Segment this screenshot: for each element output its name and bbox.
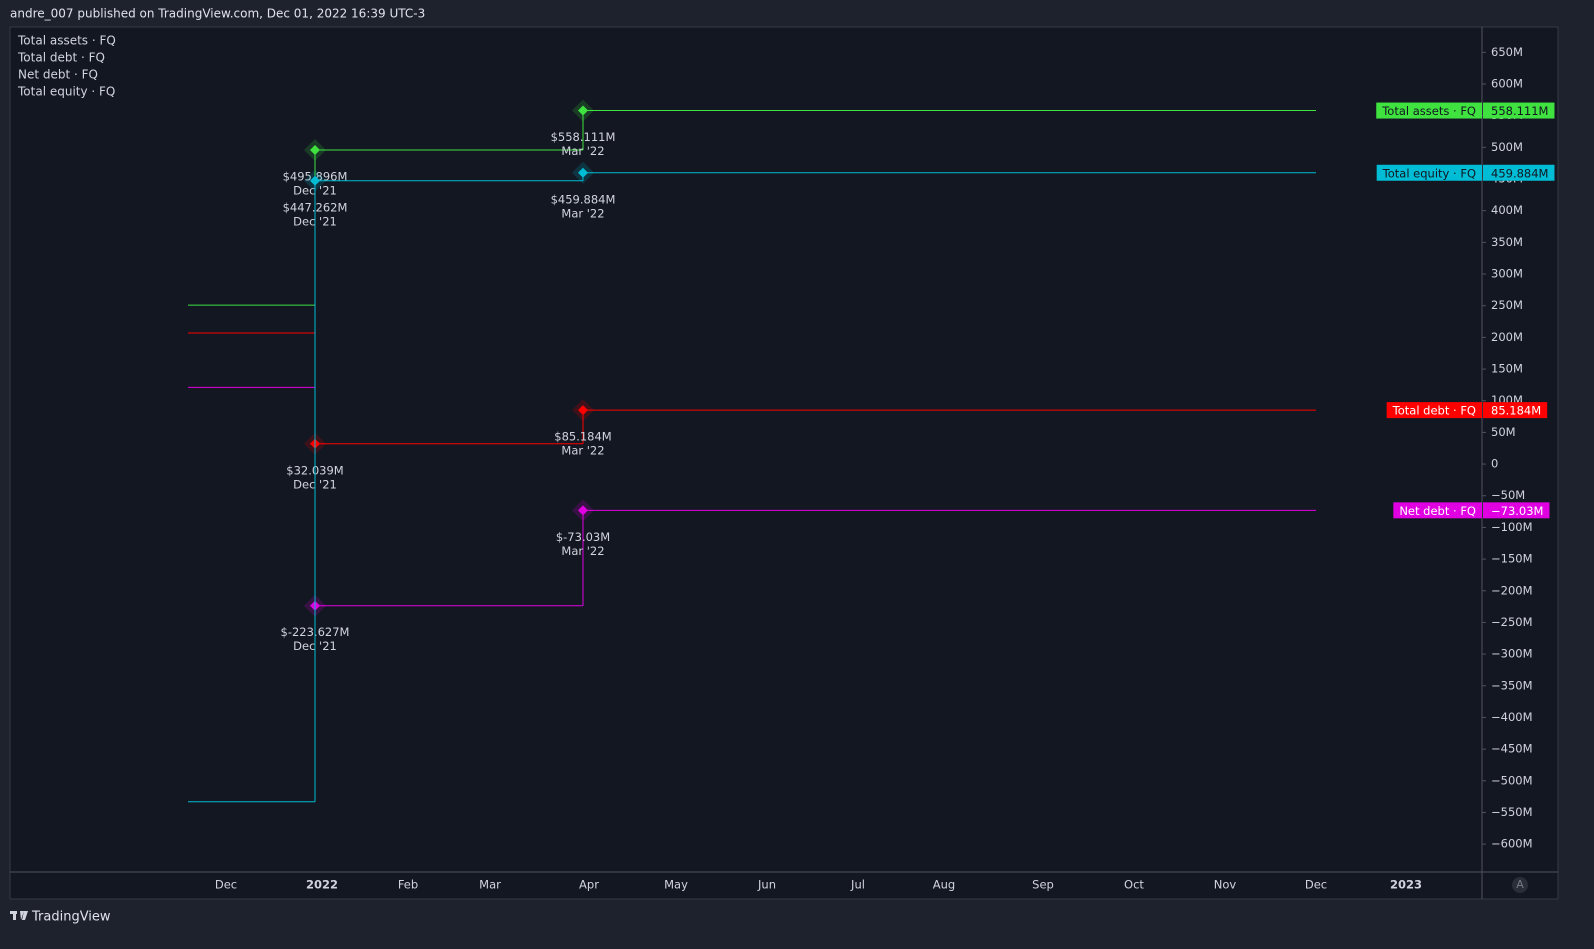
legend-entry: Total debt · FQ (17, 51, 105, 65)
y-tick-label: 600M (1491, 77, 1523, 91)
x-tick-label: Jun (757, 878, 776, 892)
data-label-date: Mar '22 (561, 544, 604, 558)
y-tick-label: −300M (1491, 647, 1533, 661)
x-tick-label: 2022 (306, 878, 338, 892)
y-tick-label: 200M (1491, 330, 1523, 344)
y-tick-label: −500M (1491, 773, 1533, 787)
y-tick-label: 350M (1491, 235, 1523, 249)
y-tick-label: −450M (1491, 742, 1533, 756)
x-tick-label: Apr (579, 878, 599, 892)
data-label: $85.184M (554, 430, 611, 444)
x-tick-label: Dec (1305, 878, 1327, 892)
y-tick-label: −150M (1491, 552, 1533, 566)
y-tick-label: −100M (1491, 520, 1533, 534)
x-tick-label: May (664, 878, 688, 892)
series-tag (1376, 164, 1482, 181)
price-tag-label: 85.184M (1491, 404, 1541, 418)
header: andre_007 published on TradingView.com, … (10, 7, 425, 21)
series-tag-label: Total debt · FQ (1392, 404, 1476, 418)
x-tick-label: Dec (215, 878, 237, 892)
price-tag (1483, 502, 1550, 519)
autoscale-button[interactable] (1512, 877, 1528, 893)
y-tick-label: 150M (1491, 362, 1523, 376)
y-tick-label: −600M (1491, 837, 1533, 851)
data-marker (578, 105, 588, 116)
data-label-date: Mar '22 (561, 444, 604, 458)
y-tick-label: 500M (1491, 140, 1523, 154)
data-marker (310, 144, 320, 155)
x-tick-label: 2023 (1390, 878, 1422, 892)
legend-entry: Total equity · FQ (17, 85, 115, 99)
price-tag (1483, 102, 1555, 119)
y-tick-label: 400M (1491, 203, 1523, 217)
y-tick-label: −400M (1491, 710, 1533, 724)
data-marker (578, 405, 588, 416)
data-label-date: Dec '21 (293, 214, 337, 228)
y-tick-label: −250M (1491, 615, 1533, 629)
y-tick-label: 50M (1491, 425, 1516, 439)
legend-entry: Net debt · FQ (18, 68, 98, 82)
x-tick-label: Mar (479, 878, 501, 892)
series-tag (1386, 402, 1482, 419)
series-tag (1376, 102, 1482, 119)
x-tick-label: Oct (1124, 878, 1144, 892)
data-label: $-73.03M (556, 530, 610, 544)
x-tick-label: Sep (1032, 878, 1054, 892)
data-label: $558.111M (551, 130, 616, 144)
y-tick-label: 300M (1491, 267, 1523, 281)
y-tick-label: −200M (1491, 583, 1533, 597)
legend-entry: Total assets · FQ (17, 34, 116, 48)
data-marker (578, 505, 588, 516)
series-tag (1393, 502, 1482, 519)
data-label: $459.884M (551, 192, 616, 206)
data-marker (310, 175, 320, 186)
price-tag (1483, 164, 1555, 181)
price-tag-label: 459.884M (1491, 166, 1548, 180)
y-tick-label: −550M (1491, 805, 1533, 819)
price-tag-label: 558.111M (1491, 104, 1548, 118)
price-tag-label: −73.03M (1491, 504, 1543, 518)
footer-brand: TradingView (31, 910, 111, 925)
y-tick-label: −350M (1491, 678, 1533, 692)
series-tag-label: Total equity · FQ (1382, 166, 1476, 180)
logo (10, 911, 28, 920)
x-tick-label: Nov (1214, 878, 1237, 892)
y-tick-label: 250M (1491, 298, 1523, 312)
data-label-date: Mar '22 (561, 206, 604, 220)
x-tick-label: Jul (850, 878, 865, 892)
y-tick-label: −50M (1491, 488, 1525, 502)
series-tag-label: Total assets · FQ (1381, 104, 1476, 118)
y-tick-label: 650M (1491, 45, 1523, 59)
plot-area (9, 26, 1559, 900)
x-tick-label: Feb (398, 878, 418, 892)
series-tag-label: Net debt · FQ (1399, 504, 1476, 518)
y-tick-label: 0 (1491, 457, 1498, 471)
data-label-date: Mar '22 (561, 144, 604, 158)
data-label: $447.262M (283, 200, 348, 214)
data-marker (578, 167, 588, 178)
autoscale-label[interactable]: A (1516, 878, 1524, 891)
x-tick-label: Aug (933, 878, 955, 892)
price-tag (1483, 402, 1548, 419)
